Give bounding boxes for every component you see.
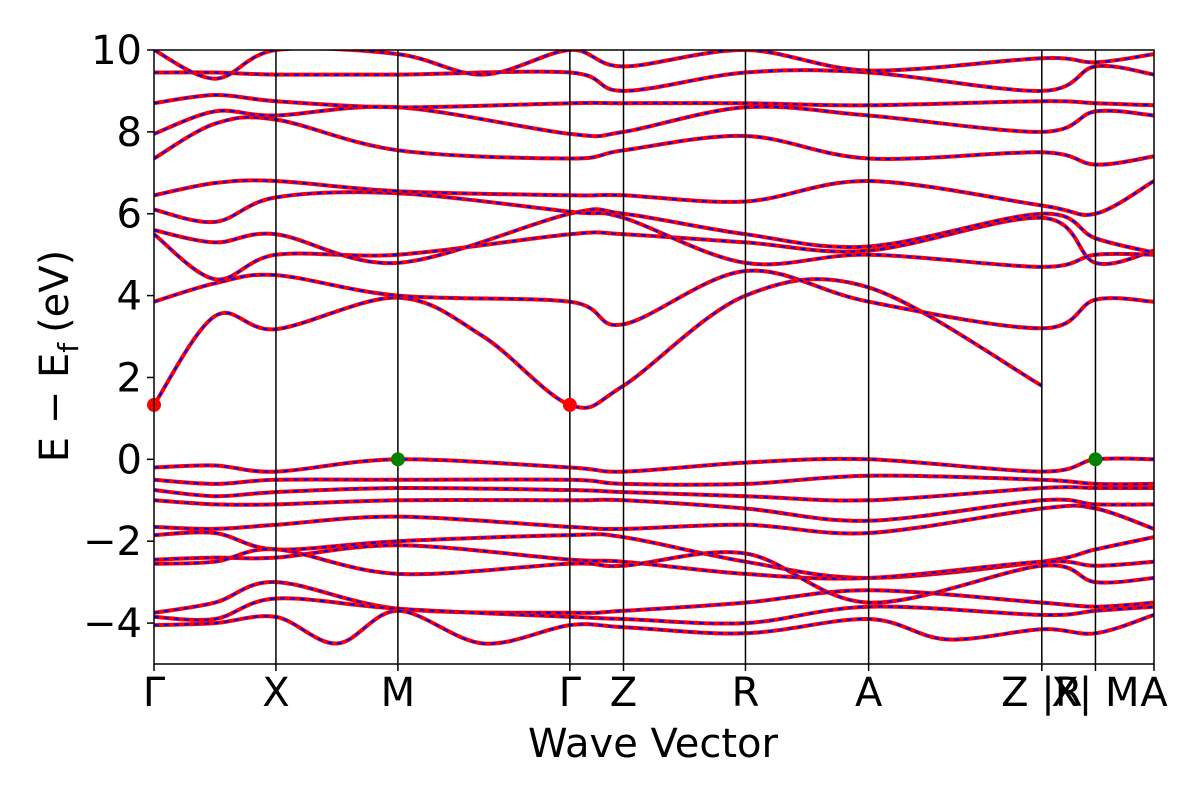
y-tick-label: 4	[117, 274, 142, 320]
band-line-22	[154, 608, 1154, 646]
cbm-marker-2	[562, 397, 577, 412]
x-tick-label: X	[262, 670, 289, 716]
plot-frame	[153, 49, 1155, 665]
y-tick-label: −2	[83, 519, 142, 565]
vbm-marker-3	[390, 452, 405, 467]
x-tick-label: Z	[610, 670, 637, 716]
y-axis-label-unit: (eV)	[32, 250, 78, 333]
vbm-marker-4	[1088, 452, 1103, 467]
band-line-16	[154, 503, 1154, 536]
x-tick-label: M	[381, 670, 416, 716]
y-tick-label: 2	[117, 355, 142, 401]
x-tick-label: Z |R	[1001, 670, 1082, 716]
y-tick-label: 0	[117, 437, 142, 483]
x-tick-label: R	[732, 670, 760, 716]
band-line-dashed-22	[154, 609, 1154, 645]
x-tick-label: Γ	[559, 670, 582, 716]
band-line-dashed-12	[154, 457, 1154, 473]
y-axis-label-main: E − E	[32, 353, 78, 463]
y-tick-label: 10	[91, 28, 142, 74]
x-tick-label: Γ	[143, 670, 166, 716]
band-line-dashed-11	[154, 50, 1154, 80]
band-line-19	[154, 547, 1154, 605]
y-tick-label: 6	[117, 192, 142, 238]
x-tick-label: X| M	[1051, 670, 1139, 716]
bands-layer	[154, 50, 1154, 646]
x-tick-label: A	[855, 670, 883, 716]
y-tick-label: −4	[83, 601, 142, 647]
band-line-3	[154, 215, 1154, 282]
band-line-dashed-5	[154, 191, 1154, 268]
y-axis-label-subscript: f	[52, 342, 85, 353]
band-line-8	[154, 104, 1154, 139]
extrema-markers	[147, 397, 1103, 467]
x-axis-label: Wave Vector	[528, 721, 779, 767]
band-line-dashed-3	[154, 216, 1154, 281]
band-line-dashed-8	[154, 105, 1154, 138]
y-axis-ticks: −4 −2 0 2 4 6 8 10	[83, 28, 154, 647]
band-line-dashed-2	[154, 269, 1154, 330]
band-line-dashed-1	[154, 278, 1043, 409]
x-tick-label: A	[1140, 670, 1168, 716]
y-axis-label: E − Ef (eV)	[32, 250, 85, 463]
band-line-1	[154, 277, 1043, 410]
high-symmetry-lines	[275, 50, 1097, 664]
y-tick-label: 8	[117, 110, 142, 156]
